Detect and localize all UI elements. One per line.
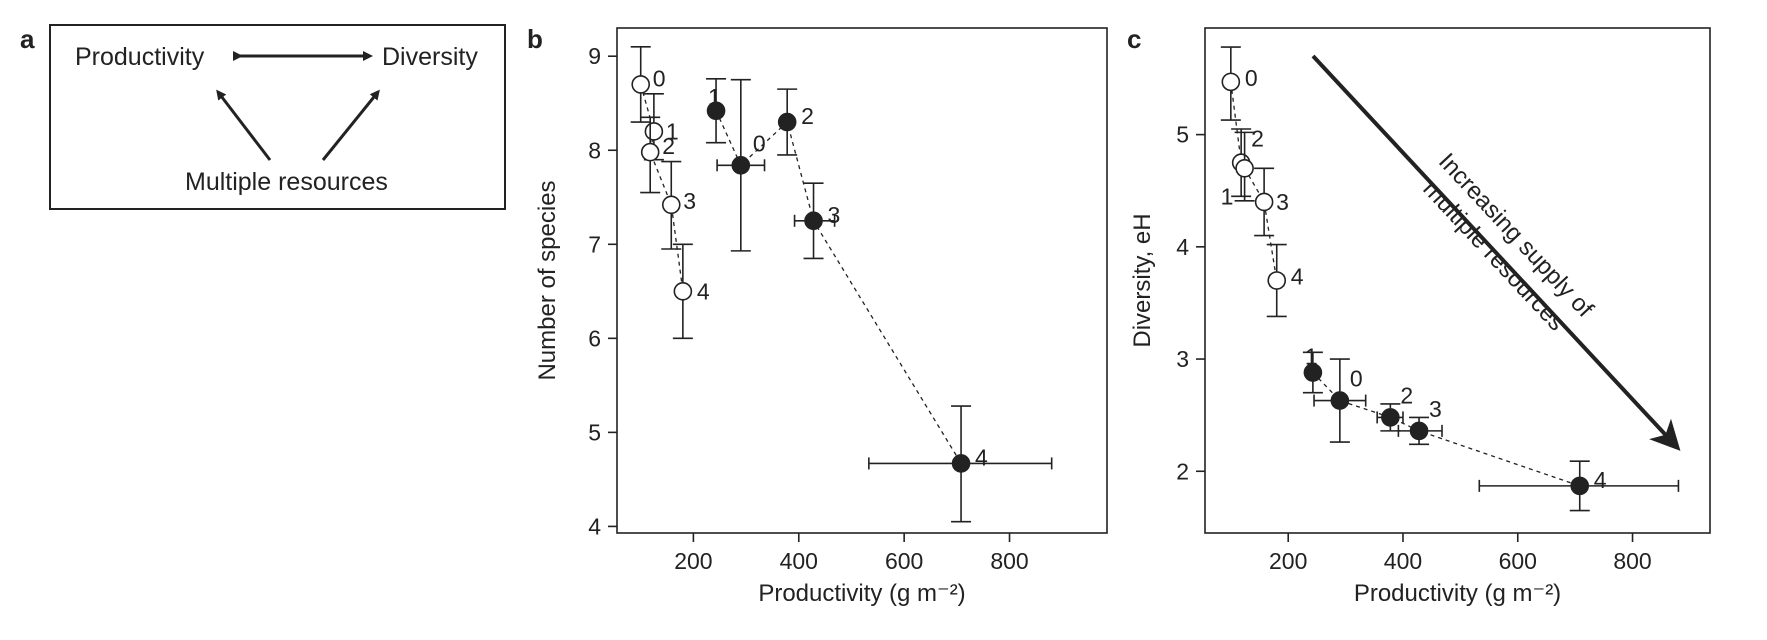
x-tick-label: 600: [885, 548, 923, 574]
point-label: 0: [753, 130, 766, 156]
node-productivity: Productivity: [75, 43, 205, 71]
x-tick-label: 400: [1384, 548, 1422, 574]
panel-a: a Productivity Diversity Multiple resour…: [20, 24, 506, 210]
data-point-filled: [1409, 421, 1429, 441]
point-label: 2: [1400, 382, 1413, 408]
data-point-open: [1254, 192, 1274, 212]
point-label: 1: [1221, 183, 1234, 209]
plot-frame-c: [1204, 27, 1711, 534]
data-point-filled: [1330, 391, 1350, 410]
panel-letter-c: c: [1127, 24, 1141, 54]
y-tick-label: 3: [1176, 346, 1189, 372]
point-label: 1: [1305, 344, 1318, 370]
supply-arrow: [1311, 54, 1681, 451]
point-label: 2: [801, 103, 814, 129]
data-point-filled: [951, 454, 971, 473]
x-axis-label: Productivity (g m⁻²): [758, 580, 965, 607]
y-tick-label: 5: [588, 419, 601, 445]
data-point-open: [631, 75, 651, 94]
point-label: 3: [828, 202, 841, 228]
x-tick-label: 800: [990, 548, 1028, 574]
data-point-filled: [1381, 408, 1400, 427]
arrow-to-productivity: [216, 89, 272, 161]
series-line: [1230, 81, 1278, 281]
data-point-filled: [706, 101, 726, 121]
arrow-to-diversity: [321, 89, 380, 161]
data-point-open: [644, 122, 664, 141]
point-label: 4: [1594, 467, 1607, 493]
point-label: 2: [1251, 126, 1264, 152]
point-label: 1: [708, 84, 721, 110]
plot-frame-b: [616, 27, 1108, 534]
data-point-filled: [1303, 363, 1323, 382]
data-point-open: [661, 195, 681, 215]
series-line: [640, 84, 684, 292]
series-line: [1312, 372, 1580, 487]
point-label: 0: [653, 65, 666, 91]
panel-letter-b: b: [527, 24, 543, 54]
data-point-filled: [1570, 476, 1590, 496]
point-label: 4: [975, 444, 988, 470]
x-tick-label: 200: [1269, 548, 1307, 574]
point-label: 0: [1350, 366, 1363, 392]
point-label: 1: [666, 118, 679, 144]
y-tick-label: 4: [588, 513, 601, 539]
x-tick-label: 400: [780, 548, 818, 574]
node-diversity: Diversity: [382, 43, 478, 71]
point-label: 2: [662, 133, 675, 159]
y-axis-label: Diversity, eH: [1129, 213, 1156, 347]
data-point-open: [640, 142, 660, 162]
data-point-open: [1235, 158, 1254, 178]
node-multiple-resources: Multiple resources: [185, 168, 388, 196]
panel-a-box: [49, 24, 506, 210]
supply-annotation: Increasing supply of multiple resources: [1418, 148, 1599, 336]
data-point-open: [1221, 72, 1241, 92]
data-point-filled: [804, 211, 823, 231]
y-tick-label: 2: [1176, 458, 1189, 484]
point-label: 3: [683, 188, 696, 214]
y-tick-label: 4: [1176, 234, 1189, 260]
x-axis-label: Productivity (g m⁻²): [1354, 580, 1561, 607]
point-label: 3: [1429, 396, 1442, 422]
data-point-filled: [731, 155, 751, 175]
series-line: [715, 110, 962, 464]
y-axis-label: Number of species: [534, 180, 561, 380]
data-point-open: [673, 282, 693, 301]
point-label: 3: [1276, 189, 1289, 215]
y-tick-label: 6: [588, 325, 601, 351]
panel-letter-a: a: [20, 24, 35, 54]
data-point-filled: [777, 112, 797, 132]
y-tick-label: 7: [588, 231, 601, 257]
x-tick-label: 600: [1499, 548, 1537, 574]
y-tick-label: 9: [588, 43, 601, 69]
y-tick-label: 8: [588, 137, 601, 163]
y-tick-label: 5: [1176, 122, 1189, 148]
panel-c: c Increasing supply of multiple resource…: [1127, 24, 1711, 607]
point-label: 4: [697, 278, 710, 304]
point-label: 0: [1245, 65, 1258, 91]
point-label: 4: [1291, 264, 1304, 290]
x-tick-label: 800: [1613, 548, 1651, 574]
x-tick-label: 200: [674, 548, 712, 574]
data-point-open: [1267, 271, 1287, 290]
